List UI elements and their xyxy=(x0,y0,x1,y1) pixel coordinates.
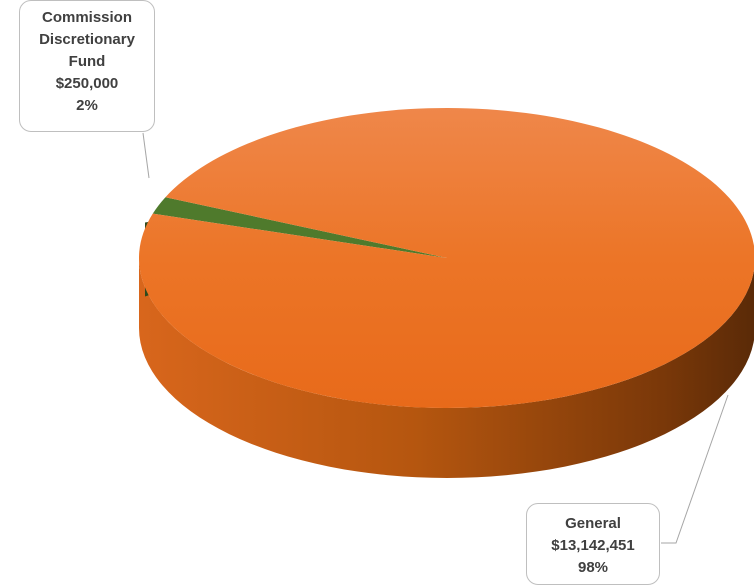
data-label-commission-discretionary-fund: Commission Discretionary Fund $250,000 2… xyxy=(19,0,155,132)
slice-label-line: Fund xyxy=(68,53,106,70)
slice-percent: 98% xyxy=(577,559,609,576)
slice-label-line: Commission xyxy=(41,9,132,26)
slice-commission-discretionary-fund xyxy=(152,197,448,258)
leader-line-commission-discretionary-fund xyxy=(142,132,150,179)
data-label-general: General $13,142,451 98% xyxy=(526,503,660,585)
slice-label-line: General xyxy=(565,515,621,532)
slice-value: $250,000 xyxy=(55,75,119,92)
slice-value: $13,142,451 xyxy=(551,537,635,554)
slice-side-general xyxy=(139,258,754,478)
slice-label-line: Discretionary xyxy=(39,31,135,48)
slice-percent: 2% xyxy=(76,97,98,114)
slice-general xyxy=(139,108,754,408)
leader-line-general xyxy=(661,394,729,544)
